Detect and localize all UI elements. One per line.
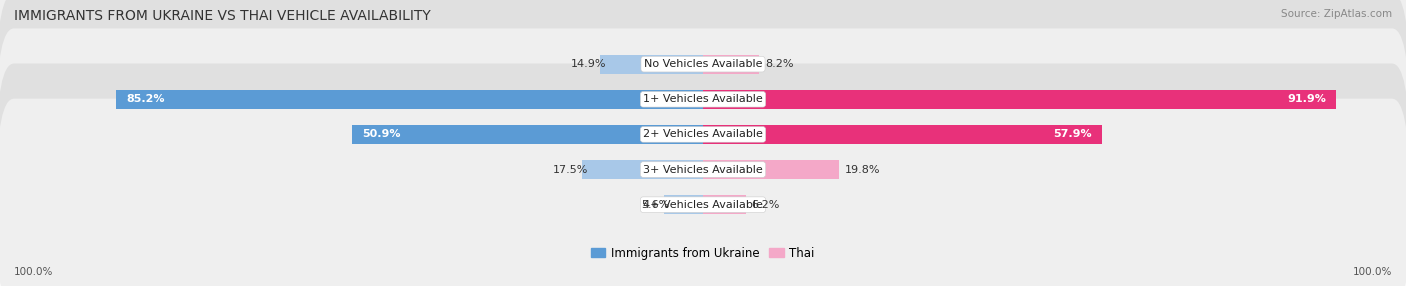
Bar [703, 125, 1102, 144]
Text: 14.9%: 14.9% [571, 59, 606, 69]
FancyBboxPatch shape [0, 0, 1406, 205]
Text: Source: ZipAtlas.com: Source: ZipAtlas.com [1281, 9, 1392, 19]
Bar [703, 195, 745, 214]
Bar [600, 55, 703, 74]
Bar [703, 90, 1336, 109]
FancyBboxPatch shape [0, 63, 1406, 275]
Text: 100.0%: 100.0% [1353, 267, 1392, 277]
Text: 2+ Vehicles Available: 2+ Vehicles Available [643, 130, 763, 139]
Bar [117, 90, 703, 109]
Bar [582, 160, 703, 179]
Text: 1+ Vehicles Available: 1+ Vehicles Available [643, 94, 763, 104]
Bar [703, 160, 839, 179]
Text: 19.8%: 19.8% [845, 164, 880, 174]
FancyBboxPatch shape [0, 99, 1406, 286]
Text: 5.6%: 5.6% [641, 200, 669, 210]
Text: 4+ Vehicles Available: 4+ Vehicles Available [643, 200, 763, 210]
Legend: Immigrants from Ukraine, Thai: Immigrants from Ukraine, Thai [586, 242, 820, 265]
FancyBboxPatch shape [0, 0, 1406, 170]
Text: 8.2%: 8.2% [765, 59, 793, 69]
Text: 100.0%: 100.0% [14, 267, 53, 277]
Text: 17.5%: 17.5% [553, 164, 588, 174]
Text: 3+ Vehicles Available: 3+ Vehicles Available [643, 164, 763, 174]
Text: 85.2%: 85.2% [127, 94, 165, 104]
FancyBboxPatch shape [0, 28, 1406, 241]
Text: 91.9%: 91.9% [1286, 94, 1326, 104]
Text: No Vehicles Available: No Vehicles Available [644, 59, 762, 69]
Bar [353, 125, 703, 144]
Bar [665, 195, 703, 214]
Text: 57.9%: 57.9% [1053, 130, 1091, 139]
Text: IMMIGRANTS FROM UKRAINE VS THAI VEHICLE AVAILABILITY: IMMIGRANTS FROM UKRAINE VS THAI VEHICLE … [14, 9, 430, 23]
Text: 50.9%: 50.9% [363, 130, 401, 139]
Bar [703, 55, 759, 74]
Text: 6.2%: 6.2% [751, 200, 779, 210]
